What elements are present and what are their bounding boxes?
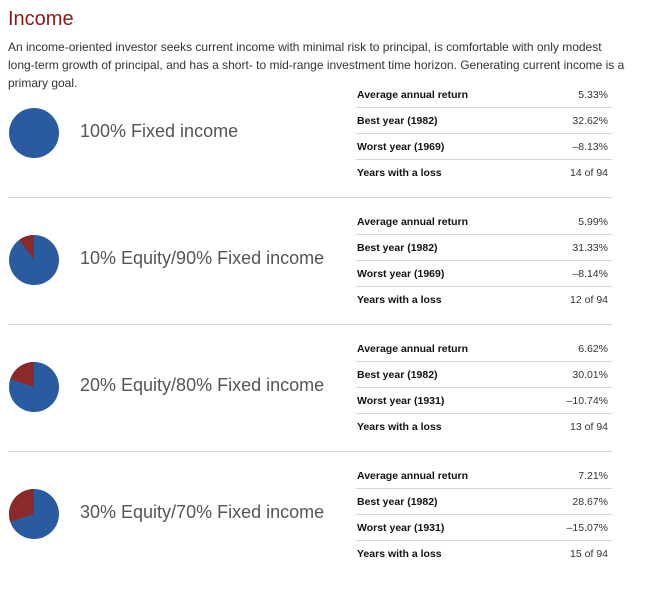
allocation-label: 100% Fixed income bbox=[80, 121, 239, 141]
section-divider bbox=[8, 197, 612, 198]
stat-value: 7.21% bbox=[578, 469, 608, 482]
stat-value: 6.62% bbox=[578, 342, 608, 355]
stat-label: Best year (1982) bbox=[357, 495, 438, 508]
allocation-label: 30% Equity/70% Fixed income bbox=[80, 502, 325, 522]
allocation-label: 10% Equity/90% Fixed income bbox=[80, 248, 325, 268]
section-divider bbox=[8, 324, 612, 325]
equity-slice bbox=[8, 489, 34, 522]
stats-row: Average annual return 5.33% bbox=[356, 82, 612, 108]
stat-value: 5.99% bbox=[578, 215, 608, 228]
stat-value: 13 of 94 bbox=[570, 421, 608, 433]
stat-label: Best year (1982) bbox=[357, 114, 438, 127]
stats-row: Worst year (1931) –15.07% bbox=[356, 515, 612, 541]
stat-value: –8.14% bbox=[572, 267, 608, 280]
portfolio-section: 20% Equity/80% Fixed income Average annua… bbox=[8, 338, 612, 464]
stats-row: Years with a loss 14 of 94 bbox=[356, 160, 612, 186]
stat-value: –8.13% bbox=[572, 140, 608, 153]
stats-row: Best year (1982) 32.62% bbox=[356, 108, 612, 134]
section-divider bbox=[8, 451, 612, 452]
portfolio-section: 30% Equity/70% Fixed income Average annua… bbox=[8, 465, 612, 591]
stat-value: 14 of 94 bbox=[570, 167, 608, 179]
portfolio-section: 10% Equity/90% Fixed income Average annua… bbox=[8, 211, 612, 337]
stat-label: Years with a loss bbox=[357, 421, 442, 433]
allocation-pie-chart bbox=[9, 108, 59, 158]
stats-row: Best year (1982) 30.01% bbox=[356, 362, 612, 388]
stats-table: Average annual return 5.33% Best year (198… bbox=[356, 82, 612, 186]
stat-label: Best year (1982) bbox=[357, 241, 438, 254]
stat-label: Worst year (1969) bbox=[357, 140, 445, 153]
stats-row: Worst year (1969) –8.13% bbox=[356, 134, 612, 160]
stat-label: Worst year (1969) bbox=[357, 267, 445, 280]
stats-row: Average annual return 7.21% bbox=[356, 463, 612, 489]
stat-value: 5.33% bbox=[578, 88, 608, 101]
stats-table: Average annual return 7.21% Best year (198… bbox=[356, 463, 612, 567]
stat-label: Average annual return bbox=[357, 215, 469, 228]
stats-row: Average annual return 5.99% bbox=[356, 209, 612, 235]
stats-row: Best year (1982) 28.67% bbox=[356, 489, 612, 515]
stat-label: Average annual return bbox=[357, 469, 469, 482]
stats-row: Best year (1982) 31.33% bbox=[356, 235, 612, 261]
stat-value: 32.62% bbox=[572, 114, 608, 127]
fixed-income-slice bbox=[9, 108, 59, 158]
allocation-label: 20% Equity/80% Fixed income bbox=[80, 375, 325, 395]
page-description: An income-oriented investor seeks curren… bbox=[8, 40, 625, 90]
stat-label: Best year (1982) bbox=[357, 368, 438, 381]
stats-row: Worst year (1969) –8.14% bbox=[356, 261, 612, 287]
stat-value: 30.01% bbox=[572, 368, 608, 381]
stat-value: 28.67% bbox=[572, 495, 608, 508]
stats-row: Years with a loss 13 of 94 bbox=[356, 414, 612, 440]
stats-row: Years with a loss 15 of 94 bbox=[356, 541, 612, 567]
stat-value: 12 of 94 bbox=[570, 294, 608, 306]
stats-row: Average annual return 6.62% bbox=[356, 336, 612, 362]
stat-label: Worst year (1931) bbox=[357, 521, 445, 534]
equity-slice bbox=[10, 362, 34, 387]
stats-table: Average annual return 6.62% Best year (198… bbox=[356, 336, 612, 440]
stat-value: –15.07% bbox=[566, 521, 608, 534]
allocation-pie-chart bbox=[9, 362, 59, 412]
stat-label: Average annual return bbox=[357, 342, 469, 355]
stat-value: 15 of 94 bbox=[570, 548, 608, 560]
stat-label: Average annual return bbox=[357, 88, 469, 101]
stat-label: Years with a loss bbox=[357, 167, 442, 179]
allocation-pie-chart bbox=[8, 489, 59, 539]
page-title: Income bbox=[8, 8, 74, 30]
portfolio-section: 100% Fixed income Average annual return 5.… bbox=[8, 84, 612, 210]
stats-table: Average annual return 5.99% Best year (198… bbox=[356, 209, 612, 313]
stats-row: Worst year (1931) –10.74% bbox=[356, 388, 612, 414]
stat-label: Worst year (1931) bbox=[357, 394, 445, 407]
stat-label: Years with a loss bbox=[357, 548, 442, 560]
equity-slice bbox=[19, 235, 34, 260]
stat-value: 31.33% bbox=[572, 241, 608, 254]
stat-value: –10.74% bbox=[566, 394, 608, 407]
allocation-pie-chart bbox=[9, 235, 59, 285]
stat-label: Years with a loss bbox=[357, 294, 442, 306]
stats-row: Years with a loss 12 of 94 bbox=[356, 287, 612, 313]
